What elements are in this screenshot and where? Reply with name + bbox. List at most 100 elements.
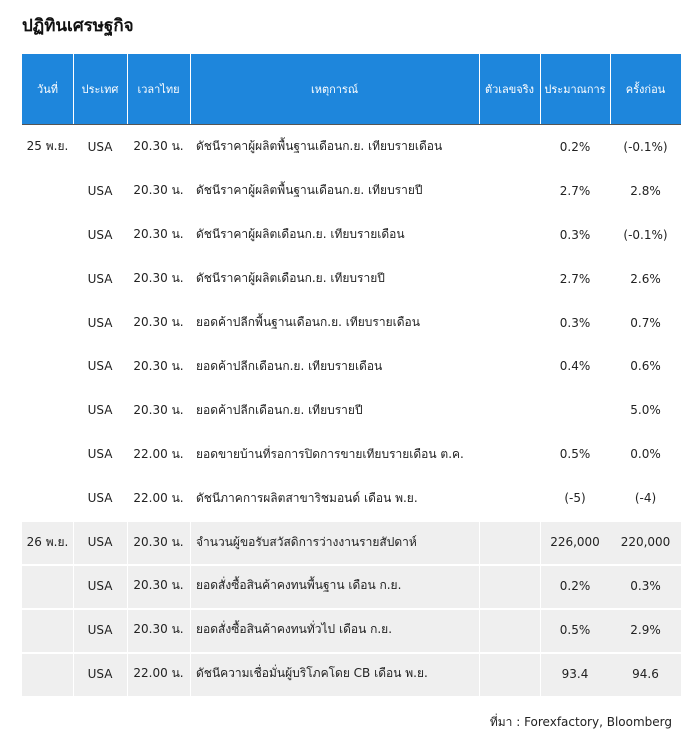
country-cell: USA xyxy=(87,447,113,462)
country-cell: USA xyxy=(87,139,113,154)
col-divider xyxy=(479,607,480,652)
country-cell: USA xyxy=(87,183,113,198)
col-divider xyxy=(479,651,480,696)
time-cell: 20.30 น. xyxy=(133,578,184,593)
time-cell: 20.30 น. xyxy=(133,358,184,373)
time-cell: 22.00 น. xyxy=(133,666,184,681)
col-divider xyxy=(73,520,74,564)
country-cell: USA xyxy=(87,666,113,681)
row-bg xyxy=(22,520,681,564)
previous-cell: (-0.1%) xyxy=(623,227,668,242)
header-bg xyxy=(22,54,681,124)
header-cell: วันที่ xyxy=(37,83,58,96)
col-divider xyxy=(127,607,128,652)
col-divider xyxy=(540,520,541,564)
event-cell: ดัชนีภาคการผลิตสาขาริชมอนด์ เดือน พ.ย. xyxy=(196,490,418,505)
header-divider xyxy=(479,54,480,124)
col-divider xyxy=(73,564,74,608)
event-cell: ยอดขายบ้านที่รอการปิดการขายเทียบรายเดือน… xyxy=(196,446,464,461)
event-cell: ดัชนีราคาผู้ผลิตเดือนก.ย. เทียบรายเดือน xyxy=(196,227,405,242)
event-cell: ยอดสั่งซื้อสินค้าคงทนพื้นฐาน เดือน ก.ย. xyxy=(196,578,402,593)
previous-cell: 2.6% xyxy=(630,271,661,286)
header-cell: ตัวเลขจริง xyxy=(484,83,535,96)
forecast-cell: 226,000 xyxy=(550,535,600,550)
country-cell: USA xyxy=(87,227,113,242)
country-cell: USA xyxy=(87,315,113,330)
col-divider xyxy=(73,651,74,696)
forecast-cell: 2.7% xyxy=(559,271,591,286)
forecast-cell: 0.3% xyxy=(559,315,591,330)
event-cell: ยอดค้าปลีกเดือนก.ย. เทียบรายเดือน xyxy=(196,358,383,373)
header-rule xyxy=(22,124,681,125)
previous-cell: 220,000 xyxy=(620,535,671,550)
time-cell: 20.30 น. xyxy=(133,227,184,242)
previous-cell: 2.9% xyxy=(630,622,661,637)
previous-cell: (-4) xyxy=(634,491,657,506)
country-cell: USA xyxy=(87,271,113,286)
col-divider xyxy=(127,520,128,564)
previous-cell: 0.6% xyxy=(630,359,661,374)
country-cell: USA xyxy=(87,403,113,418)
event-cell: ดัชนีราคาผู้ผลิตพื้นฐานเดือนก.ย. เทียบรา… xyxy=(196,139,443,154)
time-cell: 20.30 น. xyxy=(133,315,184,330)
forecast-cell: 0.4% xyxy=(559,359,591,374)
row-divider xyxy=(22,607,681,610)
time-cell: 20.30 น. xyxy=(133,183,184,198)
event-cell: ดัชนีราคาผู้ผลิตพื้นฐานเดือนก.ย. เทียบรา… xyxy=(196,183,423,198)
col-divider xyxy=(127,651,128,696)
event-cell: ยอดค้าปลีกเดือนก.ย. เทียบรายปี xyxy=(196,402,363,417)
previous-cell: 0.0% xyxy=(630,447,661,462)
row-divider xyxy=(22,651,681,654)
col-divider xyxy=(479,564,480,608)
row-divider xyxy=(22,520,681,523)
col-divider xyxy=(540,564,541,608)
date-cell: 26 พ.ย. xyxy=(26,534,69,549)
row-bg xyxy=(22,607,681,652)
previous-cell: 0.3% xyxy=(630,578,661,593)
date-cell: 25 พ.ย. xyxy=(26,139,69,154)
forecast-cell: 93.4 xyxy=(561,666,589,681)
forecast-cell: 2.7% xyxy=(559,183,591,198)
country-cell: USA xyxy=(87,359,113,374)
time-cell: 20.30 น. xyxy=(133,402,184,417)
forecast-cell: 0.5% xyxy=(559,447,591,462)
source: ที่มา : Forexfactory, Bloomberg xyxy=(489,714,672,729)
previous-cell: (-0.1%) xyxy=(623,139,668,154)
header-divider xyxy=(610,54,611,124)
col-divider xyxy=(190,651,191,696)
forecast-cell: 0.3% xyxy=(559,227,591,242)
country-cell: USA xyxy=(87,578,113,593)
row-divider xyxy=(22,564,681,566)
col-divider xyxy=(127,564,128,608)
previous-cell: 2.8% xyxy=(630,183,661,198)
time-cell: 22.00 น. xyxy=(133,490,184,505)
header-cell: ประมาณการ xyxy=(544,83,606,96)
previous-cell: 5.0% xyxy=(630,403,661,418)
row-bg xyxy=(22,651,681,696)
event-cell: ดัชนีความเชื่อมั่นผู้บริโภคโดย CB เดือน … xyxy=(196,666,428,681)
col-divider xyxy=(479,520,480,564)
event-cell: ยอดสั่งซื้อสินค้าคงทนทั่วไป เดือน ก.ย. xyxy=(196,622,393,637)
header-cell: ประเทศ xyxy=(81,83,119,96)
event-cell: ยอดค้าปลีกพื้นฐานเดือนก.ย. เทียบรายเดือน xyxy=(196,315,420,330)
country-cell: USA xyxy=(87,535,113,550)
header-divider xyxy=(190,54,191,124)
header-divider xyxy=(127,54,128,124)
header-cell: เวลาไทย xyxy=(137,83,180,96)
header-cell: ครั้งก่อน xyxy=(625,83,666,96)
header-divider xyxy=(540,54,541,124)
col-divider xyxy=(190,607,191,652)
previous-cell: 94.6 xyxy=(632,666,659,681)
header-cell: เหตุการณ์ xyxy=(310,83,359,96)
forecast-cell: 0.2% xyxy=(559,578,591,593)
forecast-cell: 0.2% xyxy=(559,139,591,154)
country-cell: USA xyxy=(87,491,113,506)
col-divider xyxy=(73,607,74,652)
country-cell: USA xyxy=(87,622,113,637)
previous-cell: 0.7% xyxy=(630,315,661,330)
time-cell: 20.30 น. xyxy=(133,139,184,154)
event-cell: ดัชนีราคาผู้ผลิตเดือนก.ย. เทียบรายปี xyxy=(196,271,385,286)
time-cell: 20.30 น. xyxy=(133,271,184,286)
forecast-cell: 0.5% xyxy=(559,622,591,637)
